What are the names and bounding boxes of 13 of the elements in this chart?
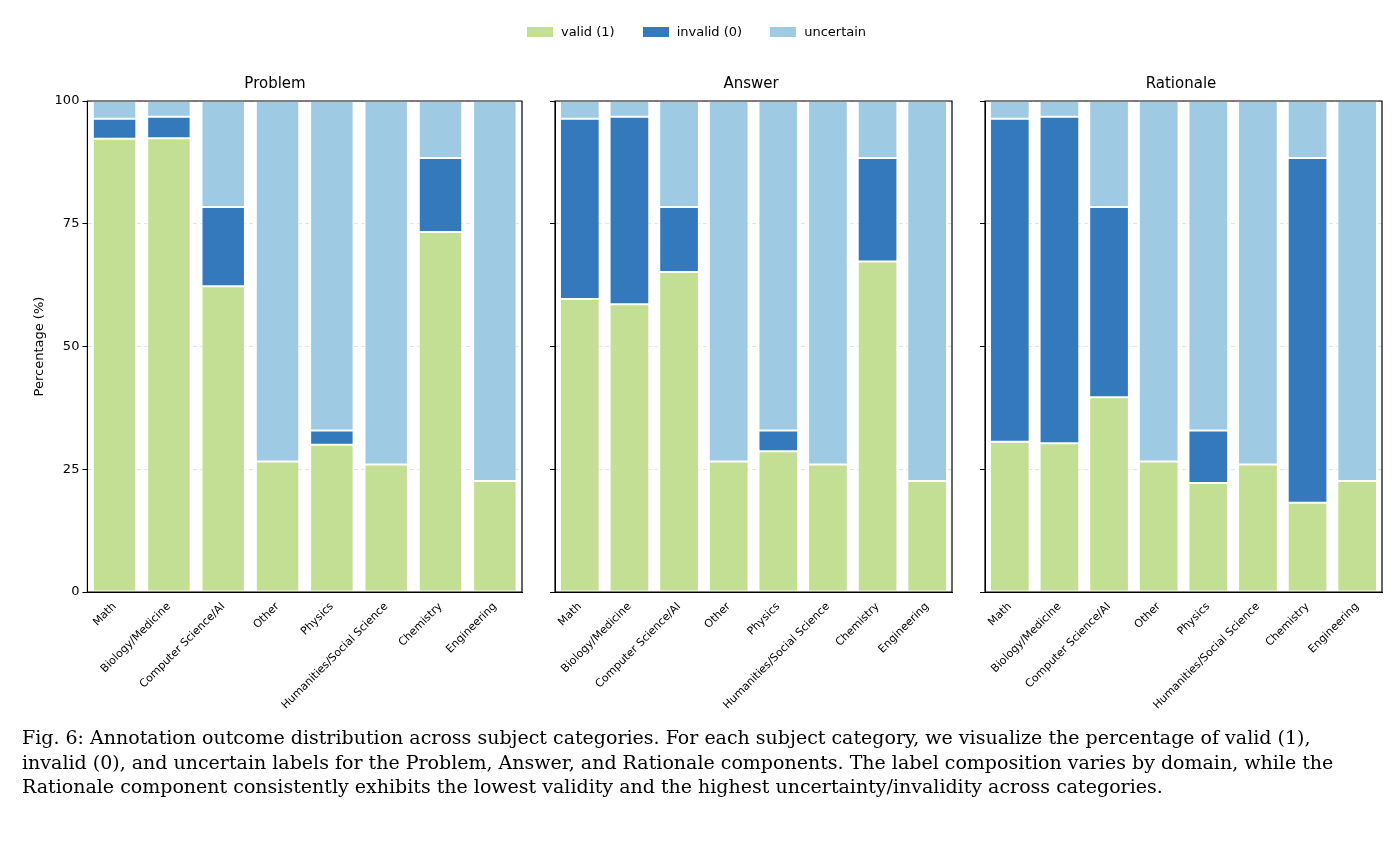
chart-title: Answer bbox=[723, 73, 780, 92]
y-tick-label: 0 bbox=[71, 583, 80, 599]
legend-label: valid (1) bbox=[560, 24, 615, 39]
y-tick-label: 50 bbox=[62, 337, 80, 353]
legend-label: uncertain bbox=[804, 24, 867, 39]
y-tick-label: 25 bbox=[62, 460, 80, 476]
y-tick-label: 75 bbox=[62, 215, 80, 231]
y-axis-title: Percentage (%) bbox=[31, 296, 47, 397]
chart-title: Rationale bbox=[1145, 73, 1217, 92]
caption: Fig. 6: Annotation outcome distribution across subject categories. For each subject category, we visualize the percentage of valid (1), invalid (0), and uncertain labels for the Problem, Answer, and Rationale components. The label composition varies by domain, while the Rationale component consistently exhibits the lowest validity and the highest uncertainty/invalidity across categories. bbox=[21, 725, 1335, 800]
chart-title: Problem bbox=[244, 73, 306, 92]
legend-label: invalid (0) bbox=[676, 24, 743, 39]
y-tick-label: 100 bbox=[54, 92, 80, 108]
